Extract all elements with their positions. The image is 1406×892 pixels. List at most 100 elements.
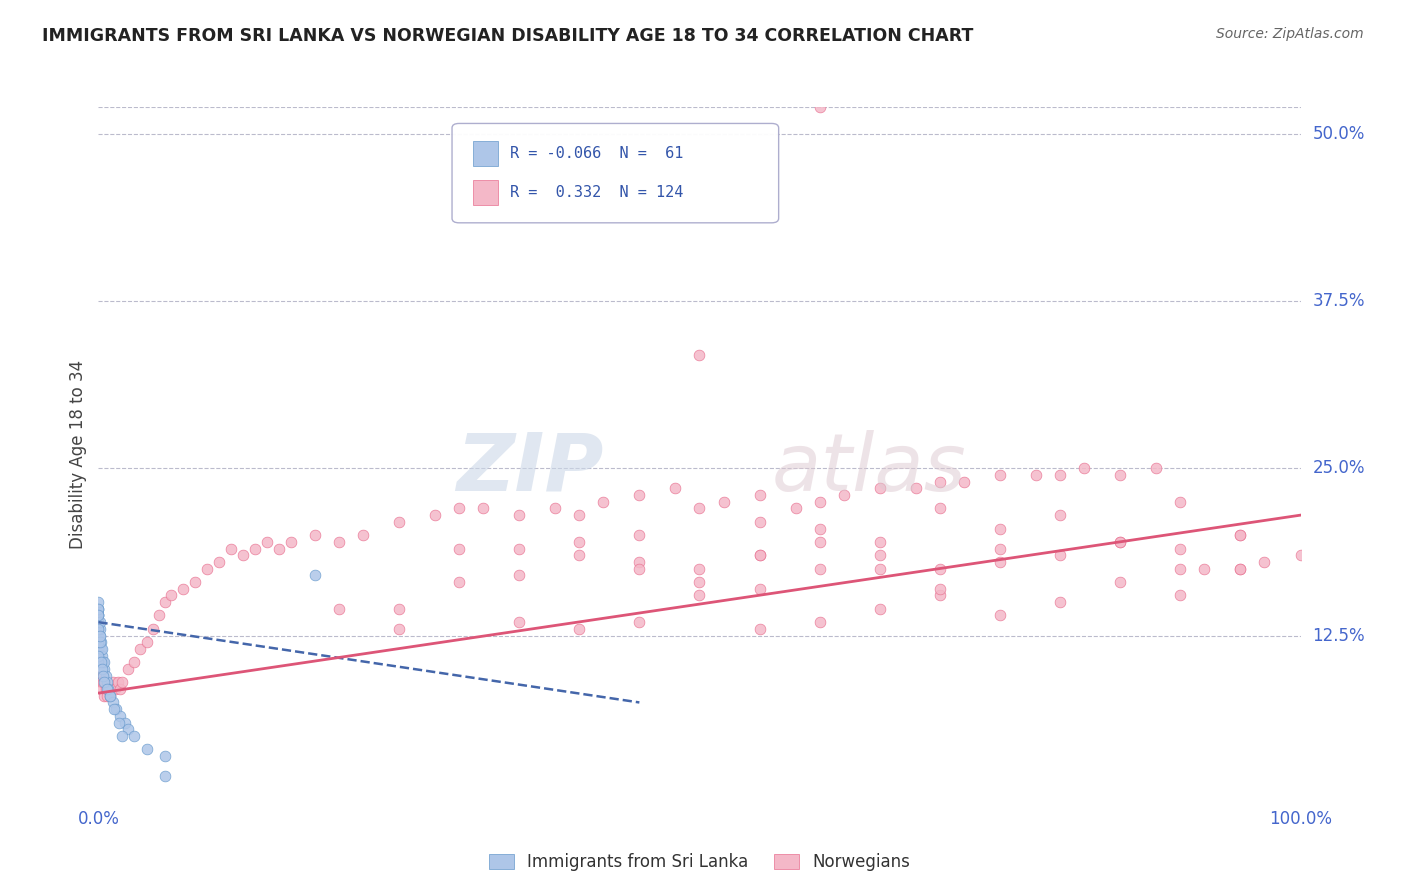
Point [1170,562,1192,576]
Point [1073,461,1095,475]
Point [988,541,1011,556]
Point [1109,535,1132,549]
Point [808,521,831,535]
Point [508,541,530,556]
Point [568,508,591,523]
Point [90,675,112,690]
Point [91,669,114,683]
Point [93,655,115,669]
Point [280,535,302,549]
Point [304,568,326,582]
Y-axis label: Disability Age 18 to 34: Disability Age 18 to 34 [69,360,87,549]
Point [208,555,231,569]
Point [114,715,136,730]
Legend: Immigrants from Sri Lanka, Norwegians: Immigrants from Sri Lanka, Norwegians [482,847,917,878]
Point [388,622,411,636]
Text: IMMIGRANTS FROM SRI LANKA VS NORWEGIAN DISABILITY AGE 18 TO 34 CORRELATION CHART: IMMIGRANTS FROM SRI LANKA VS NORWEGIAN D… [42,27,973,45]
Point [988,521,1011,535]
Point [447,541,470,556]
Point [97,681,120,696]
Point [1025,468,1047,483]
Text: ZIP: ZIP [456,430,603,508]
Point [869,562,891,576]
Point [87,595,110,609]
Point [1194,562,1216,576]
Point [100,689,122,703]
Point [1049,548,1071,563]
Point [808,562,831,576]
Point [904,482,927,496]
Point [785,501,807,516]
Point [748,515,770,529]
Point [388,515,411,529]
Point [388,602,411,616]
Point [664,482,686,496]
Point [808,535,831,549]
Point [98,681,121,696]
Point [928,589,950,603]
Point [108,708,131,723]
Point [108,715,131,730]
Point [1253,555,1275,569]
Point [988,468,1011,483]
Point [352,528,374,542]
Point [141,622,163,636]
Point [90,642,112,657]
Point [107,675,129,690]
Point [688,348,710,362]
Point [1170,541,1192,556]
Point [808,494,831,508]
Point [748,548,770,563]
Point [153,769,176,783]
Point [100,689,122,703]
Point [89,622,111,636]
Point [1049,595,1071,609]
Text: R = -0.066  N =  61: R = -0.066 N = 61 [510,146,683,161]
Point [628,528,651,542]
Point [232,548,254,563]
Point [256,535,278,549]
Text: atlas: atlas [772,430,966,508]
Point [628,488,651,502]
Point [928,562,950,576]
Point [1170,494,1192,508]
Point [869,602,891,616]
Point [869,482,891,496]
Point [91,662,114,676]
Point [988,555,1011,569]
Point [93,689,115,703]
Point [195,562,218,576]
Point [89,669,111,683]
Point [267,541,290,556]
Point [129,642,152,657]
Point [87,635,110,649]
Point [105,702,128,716]
Point [87,642,110,657]
Point [1229,528,1251,542]
Point [748,488,770,502]
Point [628,562,651,576]
Point [688,501,710,516]
Point [91,648,114,663]
Point [101,696,124,710]
Point [93,675,115,690]
Point [988,608,1011,623]
Point [89,635,111,649]
Point [748,548,770,563]
Point [87,648,110,663]
Point [328,535,350,549]
Point [87,615,110,630]
Point [1144,461,1167,475]
Text: 50.0%: 50.0% [1313,125,1365,143]
Point [1109,535,1132,549]
Point [1170,589,1192,603]
Point [1229,562,1251,576]
Point [808,100,831,114]
Point [124,655,146,669]
Point [928,475,950,489]
Point [87,602,110,616]
Point [135,742,157,756]
Text: R =  0.332  N = 124: R = 0.332 N = 124 [510,185,683,200]
Point [108,681,131,696]
Point [447,575,470,590]
